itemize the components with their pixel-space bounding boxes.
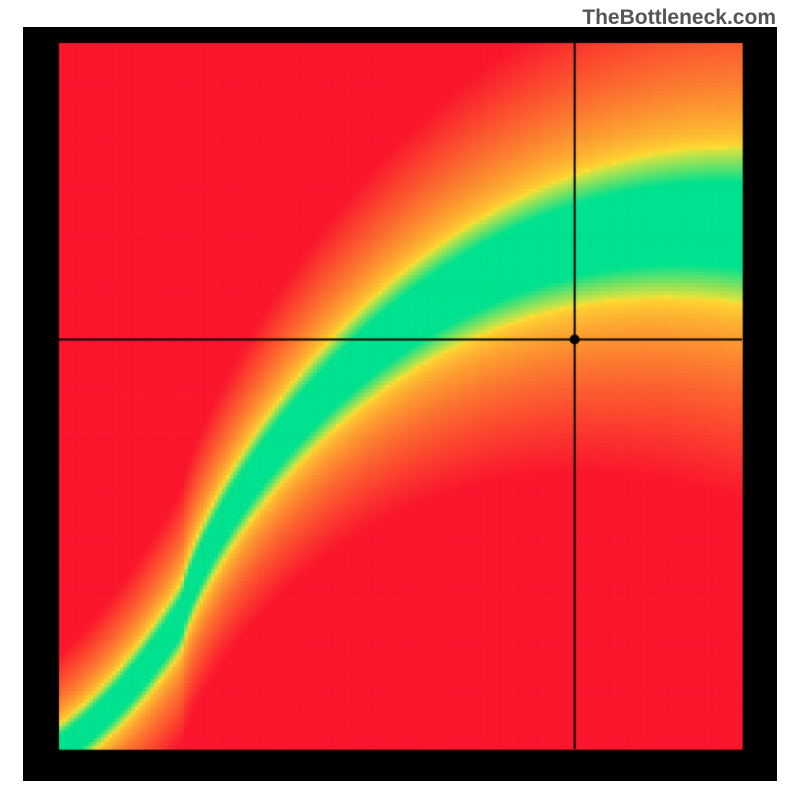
watermark-label: TheBottleneck.com bbox=[582, 6, 776, 30]
chart-outer-frame bbox=[23, 27, 777, 781]
heatmap-canvas bbox=[23, 27, 777, 781]
chart-container: TheBottleneck.com bbox=[0, 0, 800, 800]
